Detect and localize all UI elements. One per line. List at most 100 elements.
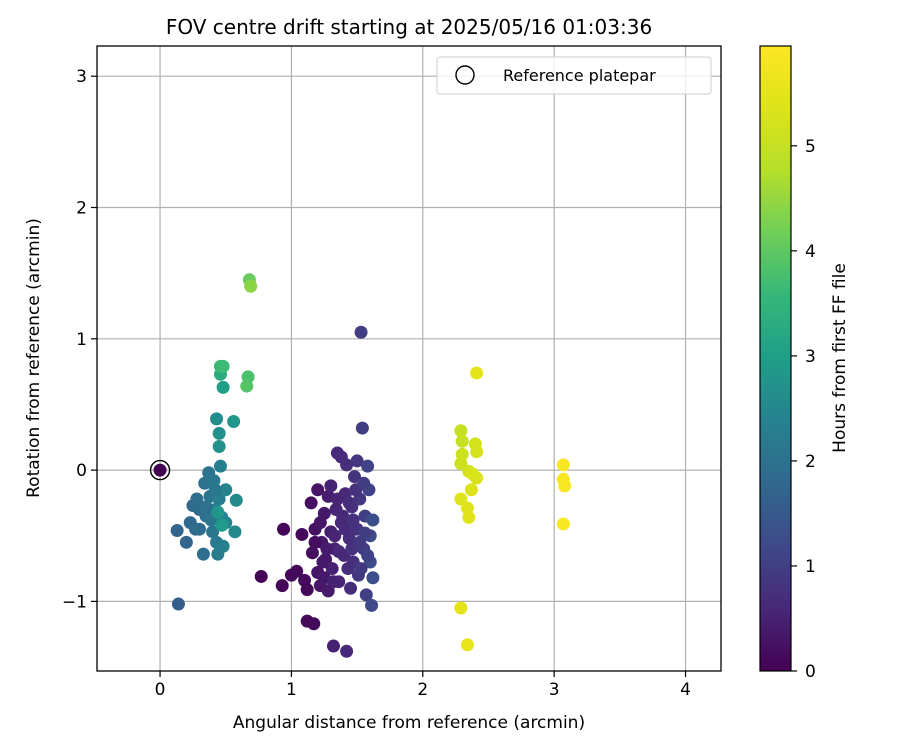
data-point: [300, 583, 314, 597]
data-point: [240, 379, 254, 393]
data-point: [556, 517, 570, 531]
data-point: [179, 535, 193, 549]
data-point: [215, 518, 229, 532]
data-point: [324, 479, 338, 493]
data-point: [308, 535, 322, 549]
data-point: [320, 542, 334, 556]
data-point: [305, 546, 319, 560]
data-point: [206, 525, 220, 539]
data-point: [454, 457, 468, 471]
data-point: [341, 562, 355, 576]
data-point: [344, 581, 358, 595]
data-point: [340, 644, 354, 658]
data-point: [227, 415, 241, 429]
legend: Reference platepar: [436, 56, 712, 95]
colorbar: 0 1 2 3 4 5 Hours from first FF file: [759, 45, 850, 682]
colorbar-tick-label: 4: [805, 242, 816, 262]
data-point: [464, 483, 478, 497]
data-point: [326, 639, 340, 653]
colorbar-tick-label: 1: [805, 557, 816, 577]
data-point: [365, 598, 379, 612]
colorbar-tick-label: 3: [805, 347, 816, 367]
data-point: [366, 513, 380, 527]
data-point: [454, 601, 468, 615]
data-point: [470, 445, 484, 459]
data-point: [332, 545, 346, 559]
x-axis-label: Angular distance from reference (arcmin): [233, 713, 585, 733]
data-point: [212, 439, 226, 453]
data-point: [277, 522, 291, 536]
data-point: [216, 380, 230, 394]
y-axis-label: Rotation from reference (arcmin): [24, 218, 44, 498]
data-point: [455, 434, 469, 448]
data-point: [454, 492, 468, 506]
data-point: [354, 562, 368, 576]
data-point: [462, 510, 476, 524]
data-point: [328, 529, 342, 543]
data-point: [342, 496, 356, 510]
data-point: [244, 279, 258, 293]
data-point: [208, 483, 222, 497]
x-tick-label: 1: [286, 680, 297, 700]
data-point: [470, 471, 484, 485]
data-point: [212, 426, 226, 440]
data-point: [460, 638, 474, 652]
data-point: [295, 527, 309, 541]
data-point: [171, 597, 185, 611]
legend-entry-reference: Reference platepar: [503, 66, 656, 85]
chart-title: FOV centre drift starting at 2025/05/16 …: [166, 15, 652, 39]
data-point: [196, 547, 210, 561]
x-tick-label: 3: [549, 680, 560, 700]
y-tick-label: 0: [76, 461, 87, 481]
data-point: [153, 463, 167, 477]
data-point: [313, 516, 327, 530]
data-point: [216, 539, 230, 553]
data-point: [190, 492, 204, 506]
data-point: [326, 575, 340, 589]
legend-reference-marker: [455, 65, 475, 85]
colorbar-tick-label: 0: [805, 662, 816, 682]
data-point: [304, 496, 318, 510]
y-tick-label: −1: [62, 592, 87, 612]
data-point: [558, 479, 572, 493]
data-point: [358, 526, 372, 540]
x-tick-label: 0: [155, 680, 166, 700]
colorbar-ticks: 0 1 2 3 4 5: [791, 137, 816, 682]
data-point: [359, 588, 373, 602]
data-point: [316, 555, 330, 569]
colorbar-tick-label: 2: [805, 452, 816, 472]
data-point: [350, 454, 364, 468]
y-axis-ticks: −1 0 1 2 3: [62, 67, 97, 612]
data-point: [355, 421, 369, 435]
data-point: [219, 483, 233, 497]
y-tick-label: 1: [76, 330, 87, 350]
y-tick-label: 3: [76, 67, 87, 87]
data-points: [149, 273, 572, 658]
data-point: [357, 476, 371, 490]
data-point: [170, 524, 184, 538]
data-point: [216, 359, 230, 373]
x-tick-label: 2: [417, 680, 428, 700]
data-point: [338, 522, 352, 536]
data-point: [361, 548, 375, 562]
data-point: [454, 424, 468, 438]
data-point: [354, 325, 368, 339]
data-point: [275, 579, 289, 593]
data-point: [361, 459, 375, 473]
data-point: [340, 458, 354, 472]
data-point: [325, 562, 339, 576]
data-point: [347, 470, 361, 484]
x-axis-ticks: 0 1 2 3 4: [155, 671, 691, 700]
data-point: [290, 564, 304, 578]
plot-frame: [96, 45, 722, 672]
data-point: [213, 459, 227, 473]
legend-box: [436, 56, 712, 95]
data-point: [192, 522, 206, 536]
data-point: [336, 509, 350, 523]
colorbar-tick-label: 5: [805, 137, 816, 157]
data-point: [366, 571, 380, 585]
data-point: [346, 513, 360, 527]
data-point: [229, 493, 243, 507]
grid: [97, 46, 721, 671]
